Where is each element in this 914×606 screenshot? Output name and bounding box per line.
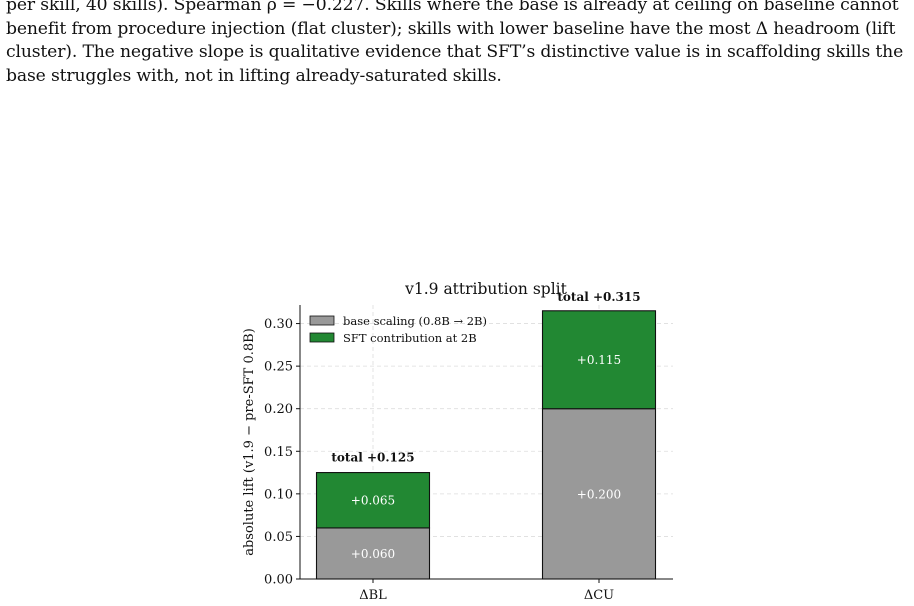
bar-value-label: +0.200	[577, 487, 621, 501]
paragraph-line: per skill, 40 skills). Spearman ρ = −0.2…	[6, 0, 899, 15]
chart-title: v1.9 attribution split	[404, 280, 568, 298]
y-tick-label: 0.25	[264, 360, 293, 375]
bar-segment	[315, 472, 431, 529]
legend-swatch	[309, 315, 335, 326]
chart-legend: base scaling (0.8B → 2B) SFT contribution…	[309, 314, 487, 345]
bar-segment	[315, 527, 431, 580]
legend-swatch	[309, 332, 335, 343]
paragraph-line: cluster). The negative slope is qualitat…	[6, 42, 904, 62]
y-tick-label: 0.05	[264, 530, 293, 545]
legend-entry: SFT contribution at 2B	[343, 331, 477, 345]
bar-value-label: +0.115	[577, 353, 621, 367]
legend-entry: base scaling (0.8B → 2B)	[343, 314, 487, 328]
bar-value-label: +0.065	[351, 494, 395, 508]
y-tick-label: 0.10	[264, 487, 293, 502]
paragraph-line: benefit from procedure injection (flat c…	[6, 18, 896, 39]
body-paragraph: per skill, 40 skills). Spearman ρ = −0.2…	[6, 0, 914, 88]
bar-value-label: +0.060	[351, 547, 395, 561]
y-tick-label: 0.00	[264, 573, 293, 588]
bar-segment	[541, 310, 657, 410]
x-tick-label: ΔCU	[584, 588, 614, 603]
bar-total-label: total +0.125	[331, 451, 414, 465]
chart-bars: +0.060 +0.065 total +0.125 +0.200 +0.115 tota…	[315, 290, 657, 580]
y-tick-label: 0.15	[264, 445, 293, 460]
paragraph-line: base struggles with, not in lifting alre…	[6, 65, 502, 86]
bar-segment	[541, 408, 657, 580]
y-tick-label: 0.30	[264, 317, 293, 332]
y-tick-label: 0.20	[264, 402, 293, 417]
chart-axes: 0.00 0.05 0.10 0.15 0.20 0.25 0.30 ΔBL ΔCU	[264, 305, 673, 603]
x-tick-label: ΔBL	[359, 588, 387, 603]
y-axis-label: absolute lift (v1.9 − pre-SFT 0.8B)	[242, 328, 257, 556]
bar-total-label: total +0.315	[557, 290, 640, 304]
